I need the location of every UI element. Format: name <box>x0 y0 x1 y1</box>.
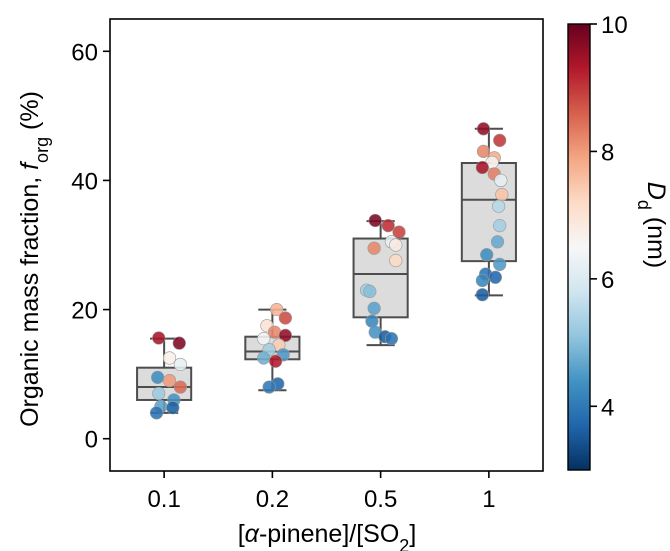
data-point <box>151 370 165 384</box>
x-axis-label-subscript: 2 <box>399 536 409 551</box>
x-axis-label-suffix: ] <box>409 520 416 548</box>
data-point <box>172 336 186 350</box>
data-point <box>475 288 489 302</box>
data-point <box>495 188 509 202</box>
data-point <box>493 257 507 271</box>
data-point <box>278 311 292 325</box>
x-tick-label: 1 <box>482 486 495 513</box>
plot-frame <box>109 18 544 472</box>
data-point <box>494 173 508 188</box>
data-point <box>257 351 271 365</box>
colorbar-tick-label: 6 <box>601 267 614 294</box>
x-tick-label: 0.1 <box>147 486 180 513</box>
x-axis-label-mid: -pinene]/[SO <box>259 520 399 548</box>
x-axis-label: [α-pinene]/[SO2] <box>238 520 417 551</box>
data-point <box>270 302 284 317</box>
data-point <box>488 270 502 284</box>
data-point <box>269 354 283 368</box>
y-tick-label: 40 <box>71 168 98 195</box>
data-point <box>475 273 489 288</box>
data-point <box>262 380 276 394</box>
colorbar-label-symbol: D <box>642 182 670 200</box>
data-point <box>492 199 506 213</box>
colorbar-label-subscript: d <box>634 200 654 210</box>
data-point <box>363 284 377 299</box>
data-point <box>493 219 507 233</box>
x-axis-label-alpha: α <box>245 520 260 548</box>
data-point <box>493 133 507 147</box>
data-point <box>166 401 180 415</box>
data-point <box>368 213 382 228</box>
data-points <box>149 122 509 420</box>
data-point <box>152 386 166 401</box>
colorbar-label: Dd (nm) <box>634 182 670 268</box>
data-point <box>476 122 491 136</box>
data-point <box>389 253 403 268</box>
data-point <box>475 160 489 175</box>
data-point <box>367 301 381 315</box>
colorbar-tick-label: 10 <box>601 12 628 39</box>
y-axis: 0 20 40 60 <box>71 39 110 454</box>
data-point <box>389 238 403 252</box>
colorbar-bar <box>567 23 591 471</box>
data-point <box>162 351 177 365</box>
x-axis: 0.1 0.2 0.5 1 <box>147 471 496 513</box>
data-point <box>381 219 395 233</box>
y-tick-label: 0 <box>85 427 98 454</box>
data-point <box>173 357 187 372</box>
x-tick-label: 0.5 <box>364 486 397 513</box>
y-tick-label: 20 <box>71 298 98 325</box>
data-point <box>278 328 292 343</box>
box-0.5 <box>352 220 409 347</box>
data-point <box>367 241 381 255</box>
box-iqr <box>352 237 409 319</box>
data-point <box>490 235 505 249</box>
x-axis-label-prefix: [ <box>238 520 245 548</box>
data-point <box>384 332 399 346</box>
colorbar: 4 6 8 10 <box>567 12 628 471</box>
colorbar-label-unit: (nm) <box>642 210 670 268</box>
data-point <box>480 248 494 262</box>
data-point <box>173 380 187 394</box>
data-point <box>149 406 164 420</box>
plot-area <box>109 18 544 472</box>
data-point <box>365 314 379 328</box>
y-axis-label-subscript: org <box>32 137 52 163</box>
data-point <box>476 144 491 158</box>
y-axis-label-main: Organic mass fraction, <box>16 170 44 427</box>
y-tick-label: 60 <box>71 39 98 66</box>
x-tick-label: 0.2 <box>256 486 289 513</box>
y-axis-label-symbol: f <box>16 160 44 170</box>
data-point <box>162 374 177 388</box>
data-point <box>392 225 406 239</box>
colorbar-tick-label: 4 <box>601 394 614 421</box>
y-axis-label-unit: (%) <box>16 91 44 137</box>
data-point <box>257 332 271 346</box>
y-axis-label: Organic mass fraction, forg (%) <box>16 91 52 427</box>
colorbar-tick-label: 8 <box>601 139 614 166</box>
data-point <box>152 331 166 345</box>
